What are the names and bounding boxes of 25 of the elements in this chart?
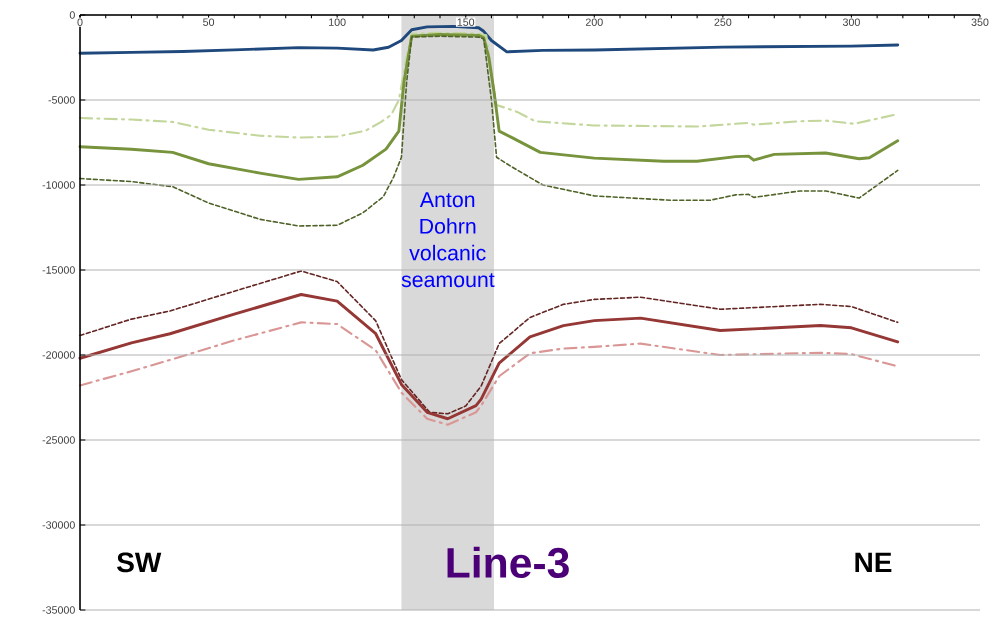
line-series (78, 293, 900, 421)
y-tick-label: -30000 (42, 521, 75, 529)
line-series (79, 270, 899, 415)
x-tick-label: 100 (329, 18, 346, 26)
y-tick-label: -10000 (42, 181, 75, 189)
x-tick-label: 300 (842, 18, 860, 26)
y-tick-label: -5000 (48, 96, 75, 104)
annotation: SW (117, 552, 162, 573)
annotation: NE (855, 552, 892, 573)
y-tick-label: 0 (69, 11, 75, 19)
x-tick-label: 0 (77, 18, 83, 26)
y-tick-label: -20000 (42, 351, 75, 359)
y-tick-label: -35000 (42, 606, 75, 614)
y-tick-label: -25000 (42, 436, 75, 444)
annotation: Line-3 (447, 546, 569, 579)
x-tick-label: 50 (203, 18, 215, 26)
x-tick-label: 150 (457, 18, 475, 26)
line-series (78, 33, 900, 181)
line-series (78, 321, 899, 426)
band-label: Anton Dohrn volcanic seamount (401, 192, 495, 288)
x-tick-label: 250 (714, 18, 732, 26)
x-tick-label: 200 (585, 18, 603, 26)
line-series (78, 24, 900, 55)
x-tick-label: 350 (971, 18, 989, 26)
y-tick-label: -15000 (42, 266, 75, 274)
